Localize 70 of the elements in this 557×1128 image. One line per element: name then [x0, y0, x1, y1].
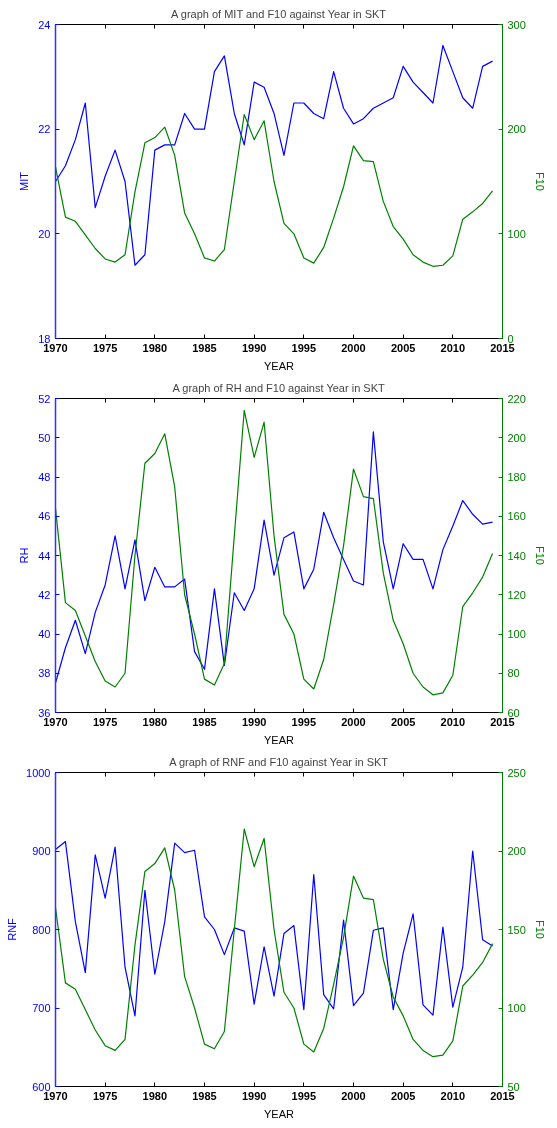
y-tick-label: 44 [38, 549, 51, 562]
x-tick-label: 2000 [341, 341, 366, 354]
y2-tick-label: 140 [507, 549, 526, 562]
x-tick-label: 2005 [390, 715, 416, 728]
y-tick-label: 48 [38, 471, 51, 483]
y2-tick-label: 100 [507, 227, 526, 240]
x-tick-label: 2000 [341, 715, 366, 728]
x-tick-label: 1990 [241, 715, 267, 728]
x-tick-label: 1995 [291, 341, 317, 354]
x-tick-label: 1985 [192, 715, 217, 728]
x-tick-label: 1980 [142, 341, 168, 354]
y2-tick-label: 120 [507, 588, 526, 601]
y2-tick-label: 300 [507, 18, 526, 31]
chart-title: A graph of RH and F10 against Year in SKT [172, 381, 385, 394]
y2-tick-label: 200 [507, 123, 526, 136]
x-tick-label: 2000 [341, 1089, 366, 1102]
x-tick-label: 1995 [291, 715, 317, 728]
y2-axis-title: F10 [533, 172, 546, 191]
y-tick-label: 38 [38, 667, 51, 680]
x-tick-label: 2010 [440, 1089, 466, 1102]
y-tick-label: 24 [38, 18, 51, 31]
x-tick-label: 2005 [390, 341, 416, 354]
y2-tick-label: 80 [507, 667, 520, 680]
y2-tick-label: 150 [507, 923, 526, 936]
y2-tick-label: 180 [507, 471, 526, 483]
x-tick-label: 1990 [241, 1089, 267, 1102]
x-tick-label: 1985 [192, 1089, 217, 1102]
y-tick-label: 46 [38, 510, 51, 523]
chart-title: A graph of RNF and F10 against Year in SKT [169, 755, 389, 768]
chart-title: A graph of MIT and F10 against Year in SKT [170, 7, 387, 20]
x-tick-label: 1995 [291, 1089, 317, 1102]
y2-tick-label: 200 [507, 431, 526, 444]
y2-tick-label: 160 [507, 510, 526, 523]
x-tick-label: 1990 [241, 341, 267, 354]
line-series [55, 44, 494, 266]
y2-tick-label: 100 [507, 628, 526, 640]
y-tick-label: 700 [32, 1002, 51, 1014]
y-tick-label: 50 [38, 431, 51, 444]
y-tick-label: 20 [38, 227, 51, 240]
y-tick-label: 22 [38, 123, 51, 136]
line-series [55, 828, 494, 1058]
x-tick-label: 1985 [192, 341, 217, 354]
x-tick-label: 1980 [142, 715, 168, 728]
y-tick-label: 1000 [26, 766, 51, 779]
x-tick-label: 1975 [92, 1089, 118, 1102]
y2-tick-label: 200 [507, 845, 526, 857]
x-tick-label: 2005 [390, 1089, 416, 1102]
y-tick-label: 42 [38, 588, 51, 601]
line-series [55, 840, 494, 1017]
x-tick-label: 1980 [142, 1089, 168, 1102]
y-tick-label: 900 [32, 845, 51, 857]
y2-axis-title: F10 [533, 920, 546, 939]
y-tick-label: 800 [32, 923, 51, 936]
x-tick-label: 2010 [440, 341, 466, 354]
y2-tick-label: 220 [507, 392, 526, 405]
y2-axis-title: F10 [533, 546, 546, 565]
y2-tick-label: 100 [507, 1002, 526, 1014]
x-axis-title: YEAR [264, 733, 295, 746]
x-tick-label: 1975 [92, 715, 118, 728]
y2-tick-label: 250 [507, 766, 526, 779]
x-tick-label: 1975 [92, 341, 118, 354]
x-axis-title: YEAR [264, 359, 295, 372]
y-axis-title: RNF [6, 917, 19, 941]
y-tick-label: 52 [38, 392, 51, 405]
x-tick-label: 2010 [440, 715, 466, 728]
line-series [55, 113, 494, 267]
y-axis-title: MIT [18, 171, 31, 191]
y-axis-title: RH [18, 547, 31, 564]
x-axis-title: YEAR [264, 1107, 295, 1120]
y-tick-label: 40 [38, 628, 51, 640]
